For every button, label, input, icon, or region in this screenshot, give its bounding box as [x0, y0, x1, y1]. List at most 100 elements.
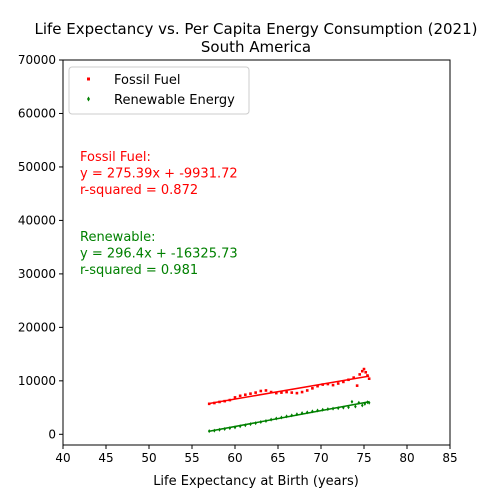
renewable-point [238, 424, 242, 429]
y-tick-label: 40000 [18, 213, 56, 227]
fossil-point [254, 391, 257, 394]
legend-renewable-label: Renewable Energy [114, 93, 235, 108]
fossil-point [285, 390, 288, 394]
fossil-annotation-line: r-squared = 0.872 [80, 183, 198, 198]
fossil-point [228, 398, 232, 402]
fossil-point [336, 382, 340, 385]
renewable-point [366, 400, 369, 405]
renewable-point [280, 415, 283, 420]
x-tick-label: 80 [399, 451, 414, 465]
fossil-point [347, 378, 350, 382]
renewable-point [316, 408, 319, 413]
legend-fossil-marker [87, 77, 90, 81]
fossil-point [358, 373, 361, 376]
renewable-point [218, 427, 221, 432]
fossil-point [364, 370, 368, 374]
renewable-point [311, 409, 314, 414]
renewable-point [331, 406, 335, 411]
renewable-point [326, 407, 330, 412]
y-tick-label: 20000 [18, 320, 56, 334]
renewable-point [363, 401, 367, 406]
renewable-point [274, 416, 278, 421]
y-tick-label: 10000 [18, 374, 56, 388]
fossil-point [321, 383, 325, 386]
fossil-point [326, 382, 330, 386]
x-tick-label: 75 [356, 451, 371, 465]
fossil-point [352, 376, 355, 379]
fossil-point [367, 377, 371, 380]
renewable-point [347, 405, 350, 410]
plot-area: 40 45 50 55 60 65 70 75 80 85 0 10000 20000 30000 4000… [18, 53, 458, 465]
renewable-annotation-line: Renewable: [80, 230, 156, 245]
legend: Fossil Fuel Renewable Energy [68, 66, 250, 115]
x-axis-label: Life Expectancy at Birth (years) [153, 474, 359, 489]
legend-fossil-label: Fossil Fuel [114, 73, 181, 88]
fossil-point [290, 391, 294, 394]
fossil-point [218, 400, 221, 404]
fossil-point [342, 380, 345, 384]
x-tick-label: 55 [184, 451, 199, 465]
x-tick-label: 45 [98, 451, 113, 465]
fossil-point [238, 394, 242, 398]
fossil-point [331, 383, 335, 387]
legend-box [68, 66, 250, 115]
renewable-point [244, 423, 247, 428]
renewable-point [305, 410, 309, 415]
fossil-point [362, 367, 366, 371]
renewable-annotation-line: y = 296.4x + -16325.73 [80, 247, 238, 262]
fossil-point [259, 389, 263, 393]
fossil-annotation-line: Fossil Fuel: [80, 150, 151, 165]
fossil-point [249, 392, 252, 395]
renewable-point [223, 426, 226, 431]
plot-frame [62, 59, 451, 446]
fossil-fit-line [209, 375, 370, 405]
fossil-point [207, 402, 211, 406]
renewable-point [233, 425, 237, 430]
fossil-point [305, 389, 309, 392]
renewable-point [321, 407, 325, 412]
renewable-point [350, 399, 354, 404]
fossil-point [355, 384, 359, 387]
renewable-point [336, 406, 340, 411]
x-tick-label: 50 [141, 451, 156, 465]
fossil-point [360, 369, 364, 373]
legend-renewable-marker [87, 96, 90, 102]
renewable-point [254, 421, 257, 426]
renewable-point [342, 405, 345, 410]
fossil-point [316, 384, 319, 388]
renewable-annotation-line: r-squared = 0.981 [80, 263, 198, 278]
renewable-point [290, 413, 294, 418]
x-tick-label: 40 [55, 451, 70, 465]
renewable-point [285, 414, 288, 419]
x-tick-label: 70 [313, 451, 328, 465]
fossil-point [269, 390, 273, 394]
fossil-point [300, 390, 304, 394]
fossil-point [233, 396, 237, 399]
renewable-point [264, 418, 268, 423]
renewable-point [213, 428, 216, 433]
fossil-point [264, 389, 268, 392]
fossil-annotation-line: y = 275.39x + -9931.72 [80, 167, 238, 182]
x-tick-label: 65 [270, 451, 285, 465]
x-tick-label: 60 [227, 451, 242, 465]
renewable-fit-line [209, 401, 370, 433]
renewable-point [228, 426, 232, 431]
y-tick-label: 70000 [18, 53, 56, 67]
fossil-point [366, 374, 369, 377]
y-tick-label: 0 [48, 427, 56, 441]
renewable-point [357, 400, 361, 405]
fossil-point [295, 391, 299, 395]
chart-subtitle: South America [201, 38, 311, 56]
renewable-point [295, 412, 299, 417]
renewable-point [354, 404, 357, 409]
fossil-point [223, 399, 226, 403]
renewable-point [367, 400, 371, 405]
renewable-point [300, 411, 304, 416]
fossil-point [213, 401, 216, 405]
fossil-point [274, 391, 278, 395]
x-tick-label: 85 [442, 451, 457, 465]
chart-title: Life Expectancy vs. Per Capita Energy Co… [35, 20, 478, 38]
y-tick-label: 30000 [18, 267, 56, 281]
renewable-point [259, 420, 263, 425]
